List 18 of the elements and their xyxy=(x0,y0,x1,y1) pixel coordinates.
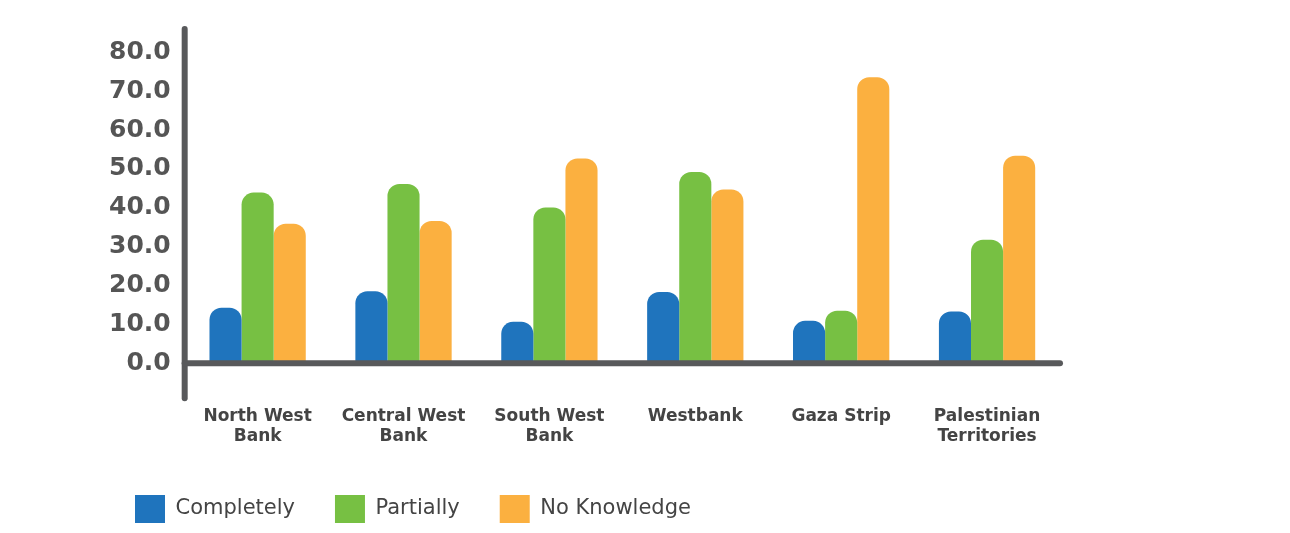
y-tick-label: 20.0 xyxy=(108,269,171,298)
y-tick-label: 10.0 xyxy=(108,307,171,337)
x-tick-label: Westbank xyxy=(647,404,744,425)
x-tick-label: Central West Bank xyxy=(341,404,466,446)
y-tick-label: 50.0 xyxy=(108,152,171,182)
legend-label: No Knowledge xyxy=(540,495,691,520)
x-tick-label: South West Bank xyxy=(494,404,605,446)
x-tick-label: Gaza Strip xyxy=(791,404,891,425)
y-tick-label: 0.0 xyxy=(126,346,171,376)
y-tick-label: 40.0 xyxy=(108,191,171,221)
legend-label: Partially xyxy=(375,495,460,520)
y-tick-label: 30.0 xyxy=(108,230,171,260)
y-tick-label: 70.0 xyxy=(108,74,171,104)
x-tick-label: North West Bank xyxy=(203,404,312,446)
y-tick-label: 60.0 xyxy=(108,113,171,143)
x-tick-label: Palestinian Territories xyxy=(933,404,1041,446)
legend-label: Completely xyxy=(175,495,295,520)
y-tick-label: 80.0 xyxy=(108,35,171,65)
